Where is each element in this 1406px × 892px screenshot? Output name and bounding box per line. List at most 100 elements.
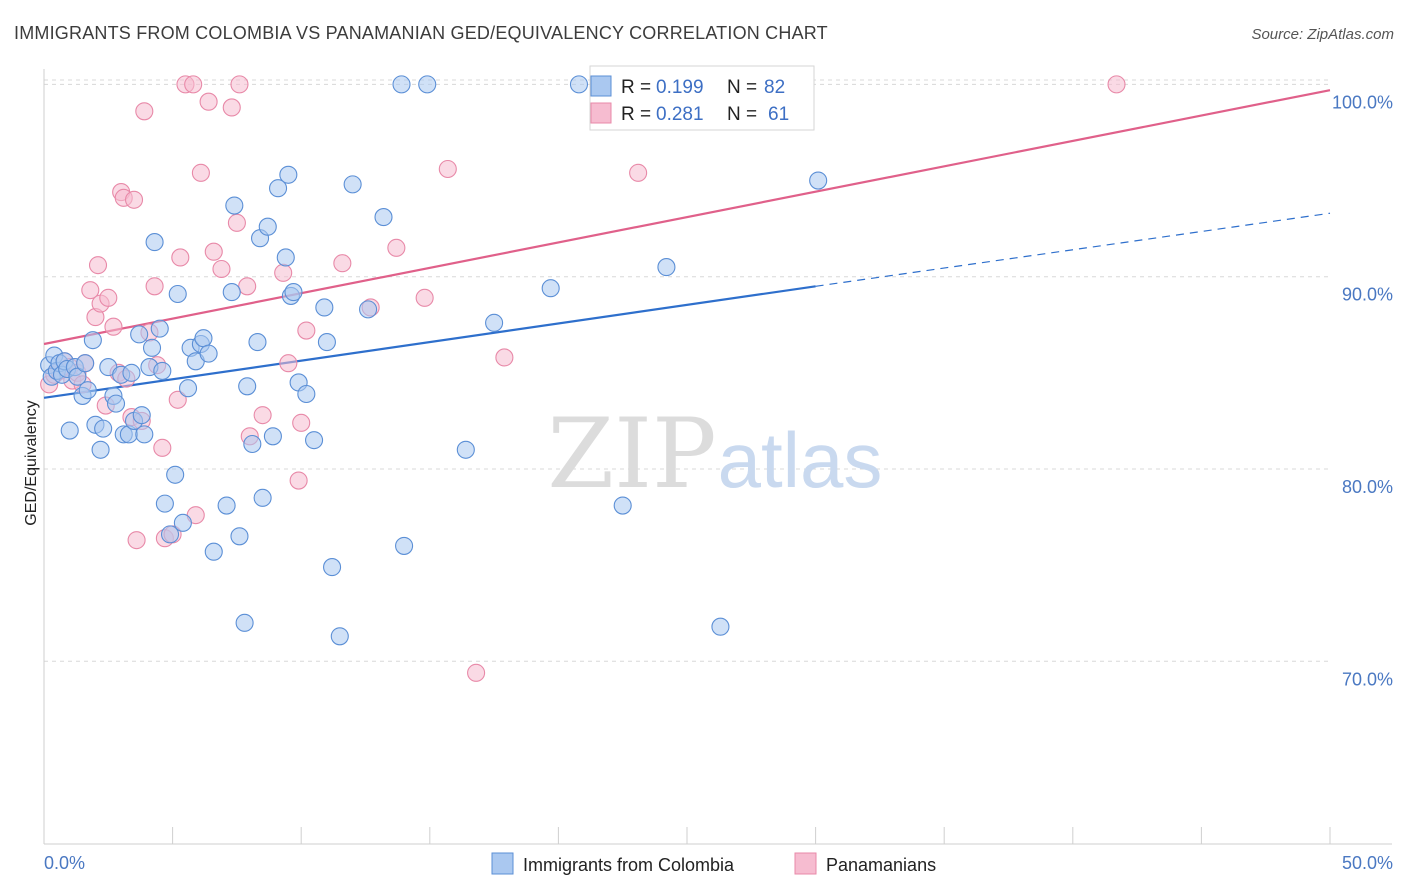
- point-colombia: [155, 494, 174, 513]
- point-colombia: [153, 361, 172, 380]
- watermark-atlas: atlas: [718, 416, 883, 504]
- point-panamanians: [135, 102, 154, 121]
- point-colombia: [657, 258, 676, 277]
- stats-r-value-blue: 0.199: [656, 77, 704, 98]
- point-colombia: [711, 617, 730, 636]
- chart-title: IMMIGRANTS FROM COLOMBIA VS PANAMANIAN G…: [14, 23, 828, 43]
- legend-label-colombia: Immigrants from Colombia: [523, 855, 735, 875]
- point-panamanians: [81, 281, 100, 300]
- stats-n-label-pink: N =: [727, 104, 757, 125]
- point-colombia: [253, 488, 272, 507]
- point-colombia: [225, 196, 244, 215]
- point-colombia: [150, 319, 169, 338]
- stats-n-value-pink: 61: [768, 104, 789, 125]
- point-colombia: [166, 465, 185, 484]
- source-label: Source: ZipAtlas.com: [1251, 26, 1394, 43]
- point-panamanians: [168, 390, 187, 409]
- point-colombia: [284, 283, 303, 302]
- point-colombia: [238, 377, 257, 396]
- point-colombia: [395, 536, 414, 555]
- stats-box-frame: [589, 65, 815, 131]
- point-colombia: [809, 171, 828, 190]
- point-colombia: [199, 344, 218, 363]
- point-panamanians: [292, 413, 311, 432]
- point-panamanians: [204, 242, 223, 261]
- point-colombia: [168, 284, 187, 304]
- point-panamanians: [145, 277, 164, 296]
- stats-n-label-blue: N =: [727, 77, 757, 98]
- legend: Immigrants from Colombia Panamanians: [491, 852, 936, 875]
- point-colombia: [456, 440, 475, 459]
- stats-r-label-blue: R =: [621, 77, 651, 98]
- stats-r-label-pink: R =: [621, 104, 651, 125]
- point-colombia: [374, 208, 393, 227]
- point-panamanians: [629, 163, 648, 182]
- point-panamanians: [153, 438, 172, 457]
- point-panamanians: [212, 259, 231, 279]
- point-colombia: [94, 419, 113, 438]
- point-colombia: [305, 431, 324, 450]
- point-panamanians: [333, 254, 352, 273]
- point-colombia: [135, 425, 154, 444]
- point-colombia: [194, 329, 213, 348]
- x-tick-label-start: 0.0%: [44, 853, 85, 873]
- point-colombia: [330, 627, 349, 646]
- y-tick-label: 100.0%: [1332, 92, 1393, 112]
- watermark-zip: ZIP: [547, 398, 716, 510]
- point-colombia: [323, 558, 342, 577]
- y-tick-label: 80.0%: [1342, 477, 1393, 497]
- point-panamanians: [227, 213, 246, 232]
- point-colombia: [263, 427, 282, 446]
- point-colombia: [91, 440, 110, 459]
- legend-swatch-panamanians: [794, 852, 817, 875]
- point-panamanians: [127, 531, 146, 550]
- point-panamanians: [124, 190, 144, 209]
- y-tick-label: 90.0%: [1342, 285, 1393, 305]
- point-panamanians: [274, 263, 293, 282]
- point-colombia: [343, 175, 362, 194]
- point-colombia: [418, 75, 437, 94]
- point-colombia: [317, 333, 336, 352]
- y-tick-label: 70.0%: [1342, 669, 1393, 689]
- point-colombia: [145, 233, 164, 252]
- point-panamanians: [297, 321, 316, 340]
- point-panamanians: [289, 471, 308, 490]
- point-panamanians: [230, 75, 249, 94]
- point-panamanians: [438, 159, 457, 179]
- point-colombia: [142, 338, 162, 357]
- y-axis-label: GED/Equivalency: [23, 400, 40, 525]
- point-colombia: [279, 165, 298, 184]
- points-layer: [40, 75, 1126, 682]
- point-colombia: [569, 75, 589, 94]
- x-tick-label-end: 50.0%: [1342, 853, 1393, 873]
- point-colombia: [106, 394, 126, 413]
- point-colombia: [178, 379, 198, 398]
- point-colombia: [204, 542, 223, 561]
- point-colombia: [76, 354, 95, 373]
- point-panamanians: [279, 354, 298, 373]
- point-colombia: [248, 333, 267, 352]
- axis-layer: 70.0% 80.0% 90.0% 100.0%: [43, 69, 1393, 845]
- point-panamanians: [184, 75, 203, 94]
- point-colombia: [315, 298, 334, 317]
- point-colombia: [160, 525, 180, 544]
- point-colombia: [276, 248, 295, 267]
- trend-line-colombia: [43, 285, 816, 399]
- point-colombia: [297, 384, 316, 404]
- trend-line-colombia-extension: [815, 212, 1331, 287]
- point-panamanians: [253, 406, 272, 425]
- point-colombia: [613, 496, 632, 515]
- point-panamanians: [171, 248, 190, 267]
- point-colombia: [222, 283, 241, 302]
- point-panamanians: [495, 348, 514, 367]
- point-colombia: [83, 331, 102, 350]
- stats-swatch-blue: [590, 75, 612, 97]
- point-panamanians: [415, 288, 434, 307]
- point-colombia: [78, 381, 97, 400]
- point-colombia: [485, 313, 504, 332]
- trend-line-panamanians: [43, 89, 1331, 346]
- point-colombia: [230, 527, 249, 546]
- stats-n-value-blue: 82: [764, 77, 785, 98]
